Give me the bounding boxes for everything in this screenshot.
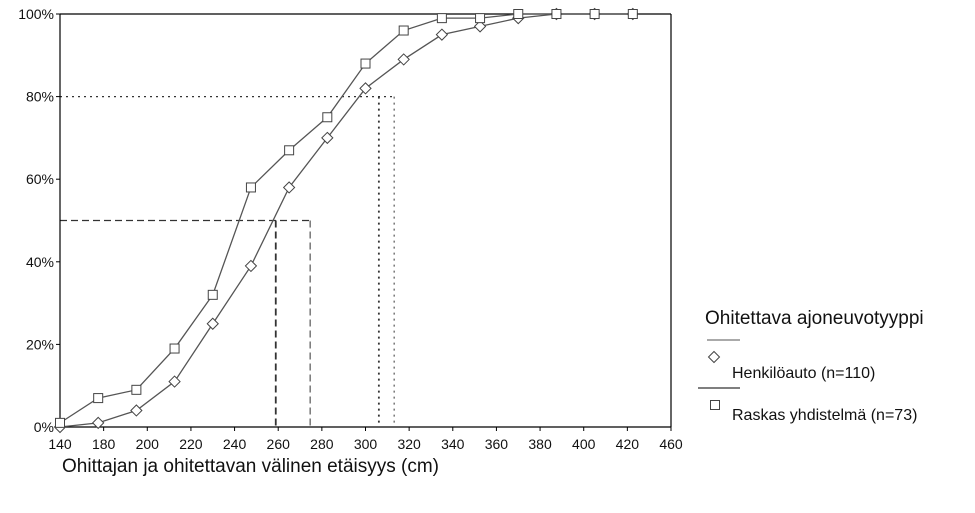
square-point bbox=[55, 417, 65, 428]
x-tick-label: 400 bbox=[572, 436, 596, 452]
series-line-1 bbox=[59, 13, 633, 424]
x-tick-label: 340 bbox=[441, 436, 465, 452]
legend-title: Ohitettava ajoneuvotyyppi bbox=[705, 308, 924, 329]
legend-item-raskas-yhdistelma: Raskas yhdistelmä (n=73) bbox=[732, 407, 917, 424]
square-point bbox=[398, 25, 409, 36]
square-point bbox=[322, 112, 333, 123]
x-tick-label: 380 bbox=[528, 436, 552, 452]
legend-square-marker bbox=[710, 400, 720, 410]
y-tick-label: 0% bbox=[34, 419, 54, 435]
legend-diamond-point bbox=[707, 350, 721, 364]
square-point bbox=[360, 58, 371, 69]
diamond-point bbox=[397, 53, 410, 66]
x-tick-label: 240 bbox=[223, 436, 247, 452]
diamond-point bbox=[282, 181, 296, 194]
square-point bbox=[169, 343, 180, 354]
square-point bbox=[513, 9, 524, 19]
square-point bbox=[284, 145, 295, 156]
y-axis: 0% 20% 40% 60% 80% 100% bbox=[18, 6, 60, 435]
diamond-point bbox=[321, 131, 334, 145]
diamond-point bbox=[244, 259, 258, 273]
x-axis: 140 180 200 220 240 260 280 300 320 340 360 380 400 4… bbox=[48, 427, 683, 452]
legend: Ohitettava ajoneuvotyyppi Henkilöauto (n… bbox=[698, 308, 924, 424]
y-tick-label: 100% bbox=[18, 6, 54, 22]
diamond-point bbox=[168, 375, 181, 388]
square-point bbox=[207, 289, 218, 300]
x-tick-label: 280 bbox=[310, 436, 334, 452]
square-point bbox=[436, 13, 447, 24]
y-tick-label: 60% bbox=[26, 171, 54, 187]
square-point bbox=[475, 13, 486, 24]
x-tick-label: 320 bbox=[397, 436, 421, 452]
series-layer bbox=[53, 7, 640, 434]
reference-lines bbox=[60, 95, 395, 427]
x-tick-label: 300 bbox=[354, 436, 378, 452]
y-tick-label: 40% bbox=[26, 254, 54, 270]
x-tick-label: 220 bbox=[179, 436, 203, 452]
x-tick-label: 200 bbox=[136, 436, 160, 452]
x-axis-title: Ohittajan ja ohitettavan välinen etäisyy… bbox=[62, 456, 439, 477]
square-point bbox=[93, 393, 104, 404]
diamond-point bbox=[435, 28, 449, 41]
diamond-point bbox=[359, 82, 372, 95]
y-tick-label: 20% bbox=[26, 336, 54, 352]
legend-square-point bbox=[710, 400, 720, 410]
series-line-0 bbox=[59, 13, 633, 428]
diamond-point bbox=[473, 20, 487, 33]
square-point bbox=[627, 9, 638, 19]
x-tick-label: 460 bbox=[659, 436, 683, 452]
x-tick-label: 360 bbox=[485, 436, 509, 452]
diamond-point bbox=[130, 404, 143, 417]
diamond-point bbox=[91, 416, 105, 430]
diamond-point bbox=[206, 317, 219, 330]
legend-item-henkiloauto: Henkilöauto (n=110) bbox=[732, 365, 875, 382]
y-tick-label: 80% bbox=[26, 89, 54, 105]
x-tick-label: 420 bbox=[616, 436, 640, 452]
square-point bbox=[589, 9, 600, 19]
square-point bbox=[131, 384, 142, 395]
legend-diamond-marker bbox=[707, 350, 721, 364]
square-point bbox=[551, 9, 562, 19]
x-tick-label: 140 bbox=[48, 436, 72, 452]
x-tick-label: 180 bbox=[92, 436, 116, 452]
square-point bbox=[245, 182, 256, 193]
x-tick-label: 260 bbox=[267, 436, 291, 452]
